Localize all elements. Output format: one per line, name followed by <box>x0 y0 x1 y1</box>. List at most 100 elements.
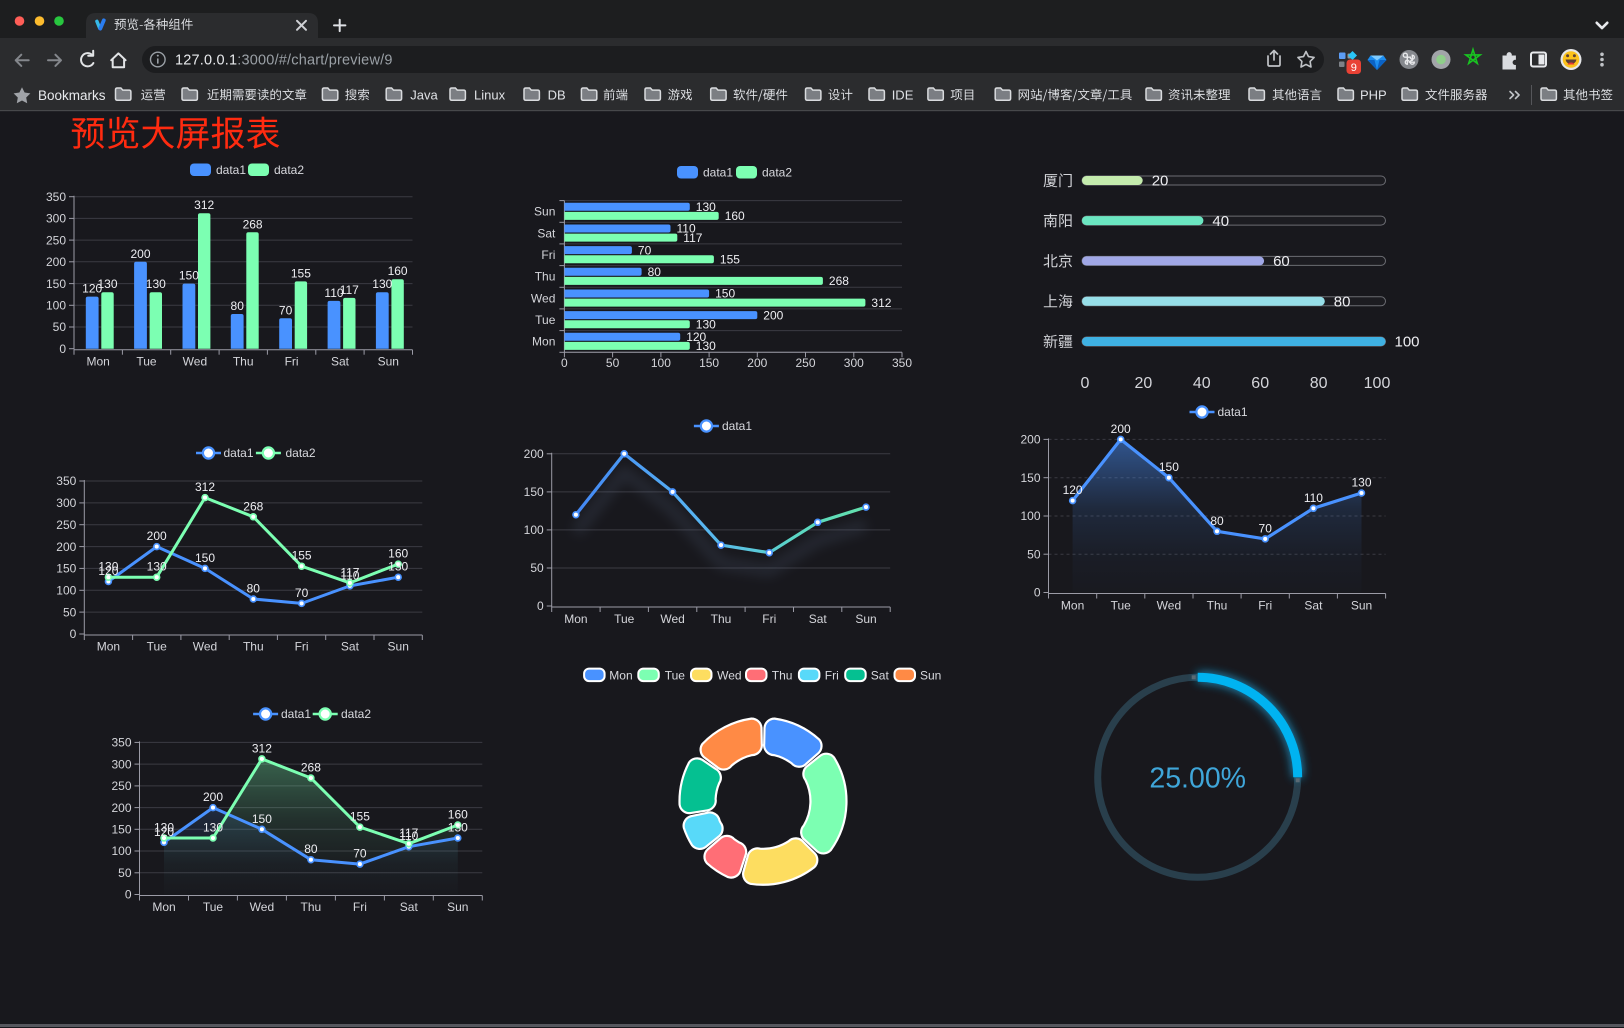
svg-text:Thu: Thu <box>233 355 254 369</box>
svg-text:160: 160 <box>448 808 468 822</box>
svg-text:110: 110 <box>399 829 418 843</box>
svg-text:Tue: Tue <box>1111 599 1132 613</box>
svg-text:Tue: Tue <box>203 900 224 914</box>
svg-text:127.0.0.1:3000/#/chart/preview: 127.0.0.1:3000/#/chart/preview/9 <box>175 53 393 69</box>
svg-text:0: 0 <box>1034 586 1041 600</box>
svg-text:150: 150 <box>1159 460 1179 474</box>
svg-text:40: 40 <box>1193 375 1211 392</box>
svg-text:Sat: Sat <box>1304 599 1323 613</box>
svg-text:350: 350 <box>56 474 76 488</box>
svg-text:130: 130 <box>448 821 468 835</box>
svg-text:100: 100 <box>46 299 66 313</box>
svg-text:150: 150 <box>252 812 272 826</box>
svg-text:150: 150 <box>46 277 66 291</box>
svg-text:Thu: Thu <box>535 270 556 284</box>
svg-text:70: 70 <box>1259 521 1273 535</box>
svg-text:IDE: IDE <box>892 88 914 103</box>
svg-text:300: 300 <box>56 496 76 510</box>
svg-text:Fri: Fri <box>285 355 299 369</box>
svg-text:130: 130 <box>1351 476 1371 490</box>
svg-text:312: 312 <box>194 198 214 212</box>
svg-text:40: 40 <box>1212 213 1229 230</box>
svg-text:70: 70 <box>279 303 293 317</box>
svg-text:data1: data1 <box>722 419 752 433</box>
svg-text:200: 200 <box>111 801 131 815</box>
svg-text:Tue: Tue <box>535 313 556 327</box>
svg-text:data1: data1 <box>281 707 311 721</box>
svg-text:Mon: Mon <box>532 335 555 349</box>
svg-text:117: 117 <box>399 826 418 840</box>
svg-text:350: 350 <box>46 190 66 204</box>
svg-text:0: 0 <box>1081 375 1090 392</box>
svg-text:50: 50 <box>118 866 132 880</box>
svg-text:Fri: Fri <box>541 248 555 262</box>
svg-text:130: 130 <box>372 277 392 291</box>
svg-text:Mon: Mon <box>609 669 632 683</box>
svg-text:200: 200 <box>763 308 783 322</box>
svg-text:Sun: Sun <box>447 900 468 914</box>
svg-text:200: 200 <box>524 447 544 461</box>
svg-text:data1: data1 <box>216 163 246 177</box>
svg-text:Wed: Wed <box>183 355 207 369</box>
svg-text:200: 200 <box>1111 422 1131 436</box>
svg-text:100: 100 <box>1395 334 1420 351</box>
svg-text:60: 60 <box>1273 253 1290 270</box>
svg-text:80: 80 <box>648 265 662 279</box>
svg-text:Java: Java <box>410 88 438 103</box>
svg-text:100: 100 <box>56 584 76 598</box>
svg-text:Sat: Sat <box>871 669 890 683</box>
svg-text:20: 20 <box>1152 173 1169 190</box>
svg-text:50: 50 <box>53 320 67 334</box>
svg-text:300: 300 <box>111 757 131 771</box>
svg-text:100: 100 <box>524 523 544 537</box>
svg-text:150: 150 <box>1020 471 1040 485</box>
svg-text:200: 200 <box>203 790 223 804</box>
svg-text:200: 200 <box>46 255 66 269</box>
svg-text:80: 80 <box>247 582 261 596</box>
svg-text:Wed: Wed <box>717 669 741 683</box>
svg-text:Tue: Tue <box>665 669 686 683</box>
svg-text:268: 268 <box>243 499 263 513</box>
svg-text:Fri: Fri <box>762 612 776 626</box>
svg-text:200: 200 <box>56 540 76 554</box>
svg-text:0: 0 <box>59 342 66 356</box>
svg-text:312: 312 <box>195 480 215 494</box>
svg-text:150: 150 <box>715 287 735 301</box>
svg-text:Sun: Sun <box>378 355 399 369</box>
svg-text:PHP: PHP <box>1360 88 1387 103</box>
svg-text:data2: data2 <box>286 446 316 460</box>
svg-text:350: 350 <box>111 736 131 750</box>
svg-text:117: 117 <box>340 283 359 297</box>
svg-text:110: 110 <box>1304 491 1323 505</box>
svg-text:110: 110 <box>324 286 343 300</box>
svg-text:Wed: Wed <box>250 900 274 914</box>
svg-text:250: 250 <box>795 356 815 370</box>
svg-text:0: 0 <box>537 599 544 613</box>
svg-text:100: 100 <box>651 356 671 370</box>
svg-text:Mon: Mon <box>1061 599 1084 613</box>
svg-text:60: 60 <box>1251 375 1269 392</box>
svg-text:Mon: Mon <box>152 900 175 914</box>
svg-text:Sat: Sat <box>809 612 828 626</box>
svg-text:0: 0 <box>70 627 77 641</box>
svg-text:Sat: Sat <box>341 640 360 654</box>
svg-text:312: 312 <box>252 741 272 755</box>
svg-text:130: 130 <box>696 339 716 353</box>
svg-text:Thu: Thu <box>301 900 322 914</box>
svg-text:80: 80 <box>231 299 245 313</box>
svg-text:data2: data2 <box>341 707 371 721</box>
svg-text:120: 120 <box>154 825 174 839</box>
svg-text:130: 130 <box>147 560 167 574</box>
svg-text:155: 155 <box>720 252 740 266</box>
svg-text:250: 250 <box>46 233 66 247</box>
svg-text:200: 200 <box>130 247 150 261</box>
svg-text:data1: data1 <box>1218 405 1248 419</box>
svg-text:155: 155 <box>291 266 311 280</box>
svg-text:160: 160 <box>388 547 408 561</box>
svg-text:250: 250 <box>111 779 131 793</box>
svg-text:160: 160 <box>388 264 408 278</box>
svg-text:130: 130 <box>97 277 117 291</box>
svg-text:Fri: Fri <box>353 900 367 914</box>
svg-text:0: 0 <box>125 888 132 902</box>
svg-text:130: 130 <box>696 200 716 214</box>
